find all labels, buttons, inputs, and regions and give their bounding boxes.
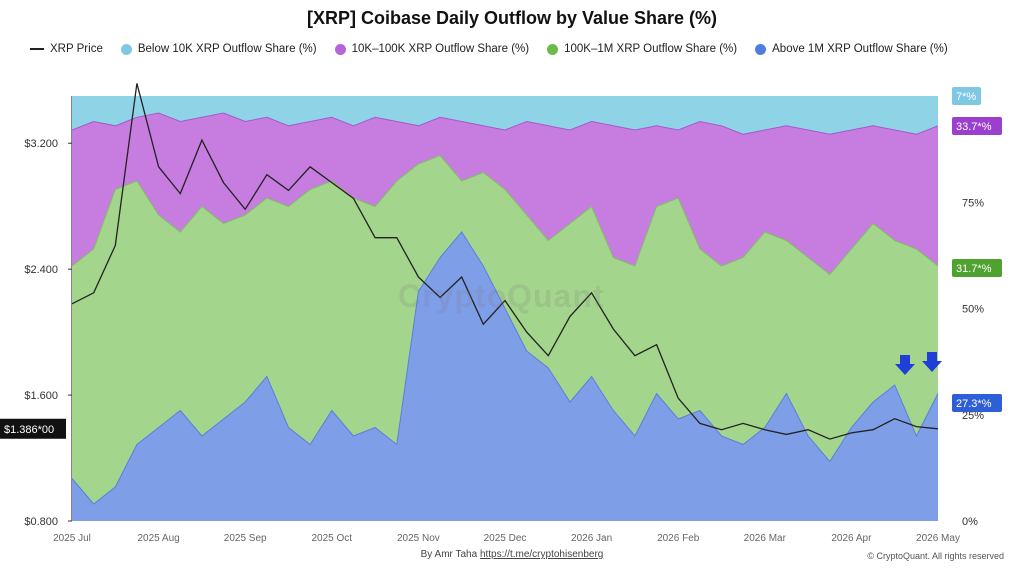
x-tick-label: 2026 Mar bbox=[744, 533, 787, 544]
copyright-text: © CryptoQuant. All rights reserved bbox=[867, 551, 1004, 561]
legend: XRP Price Below 10K XRP Outflow Share (%… bbox=[30, 43, 1010, 55]
price-line[interactable] bbox=[71, 83, 939, 440]
legend-item-above1m[interactable]: Above 1M XRP Outflow Share (%) bbox=[755, 43, 948, 55]
y-left-tick-label: $2.400 bbox=[24, 264, 58, 276]
watermark-logo: CryptoQuant bbox=[398, 278, 605, 314]
x-tick-label: 2026 May bbox=[916, 533, 960, 544]
y-left-tick-label: $1.600 bbox=[24, 390, 58, 402]
x-tick-label: 2025 Jul bbox=[53, 533, 91, 544]
down-arrow-icon bbox=[895, 355, 915, 375]
x-tick-label: 2026 Feb bbox=[657, 533, 700, 544]
line-above-1m-top bbox=[71, 231, 939, 505]
end-value-label: 33.7*% bbox=[956, 121, 992, 133]
end-value-tag bbox=[952, 117, 1002, 135]
legend-item-below10k[interactable]: Below 10K XRP Outflow Share (%) bbox=[120, 43, 317, 55]
credit-link[interactable]: https://t.me/cryptohisenberg bbox=[479, 549, 604, 560]
legend-item-100k-1m[interactable]: 100K–1M XRP Outflow Share (%) bbox=[547, 43, 737, 55]
legend-label: XRP Price bbox=[50, 43, 103, 55]
legend-label: Above 1M XRP Outflow Share (%) bbox=[772, 43, 948, 55]
y-right-tick-label: 25% bbox=[962, 410, 984, 422]
credit-author: By Amr Taha bbox=[420, 549, 478, 560]
end-value-tag bbox=[952, 394, 1002, 412]
area-above-1m[interactable] bbox=[72, 232, 938, 521]
legend-dot-swatch bbox=[755, 43, 767, 55]
legend-dot-swatch bbox=[547, 43, 559, 55]
price-tag-box bbox=[0, 418, 66, 439]
legend-item-price[interactable]: XRP Price bbox=[30, 43, 103, 55]
chart-title: [XRP] Coibase Daily Outflow by Value Sha… bbox=[306, 8, 718, 28]
legend-label: 10K–100K XRP Outflow Share (%) bbox=[351, 43, 530, 55]
y-right-tick-label: 0% bbox=[962, 516, 978, 528]
x-tick-label: 2026 Apr bbox=[831, 533, 872, 544]
x-tick-label: 2026 Jan bbox=[571, 533, 612, 544]
legend-label: 100K–1M XRP Outflow Share (%) bbox=[564, 43, 738, 55]
x-tick-label: 2025 Dec bbox=[484, 533, 527, 544]
x-tick-label: 2025 Nov bbox=[397, 533, 440, 544]
legend-line-swatch bbox=[30, 48, 44, 50]
x-tick-label: 2025 Sep bbox=[224, 533, 267, 544]
end-value-label: 7*% bbox=[956, 91, 976, 103]
y-left-tick-label: $3.200 bbox=[24, 138, 58, 150]
y-left-tick-label: $0.800 bbox=[24, 516, 58, 528]
end-value-tag bbox=[952, 259, 1002, 277]
line-10k-100k-top bbox=[71, 112, 939, 135]
legend-item-10k-100k[interactable]: 10K–100K XRP Outflow Share (%) bbox=[334, 43, 530, 55]
end-value-label: 27.3*% bbox=[956, 398, 992, 410]
line-100k-1m-top bbox=[71, 154, 939, 276]
y-right-tick-label: 50% bbox=[962, 304, 984, 316]
legend-label: Below 10K XRP Outflow Share (%) bbox=[137, 43, 317, 55]
end-value-tag bbox=[952, 87, 981, 105]
y-right-tick-label: 75% bbox=[962, 197, 984, 209]
x-tick-label: 2025 Oct bbox=[312, 533, 353, 544]
credit-line: By Amr Taha https://t.me/cryptohisenberg bbox=[0, 549, 1024, 560]
legend-dot-swatch bbox=[120, 43, 132, 55]
x-tick-label: 2025 Aug bbox=[137, 533, 179, 544]
down-arrow-icon bbox=[922, 352, 942, 372]
price-tag-label: $1.386*00 bbox=[4, 424, 54, 436]
legend-dot-swatch bbox=[334, 43, 346, 55]
end-value-label: 31.7*% bbox=[956, 263, 992, 275]
